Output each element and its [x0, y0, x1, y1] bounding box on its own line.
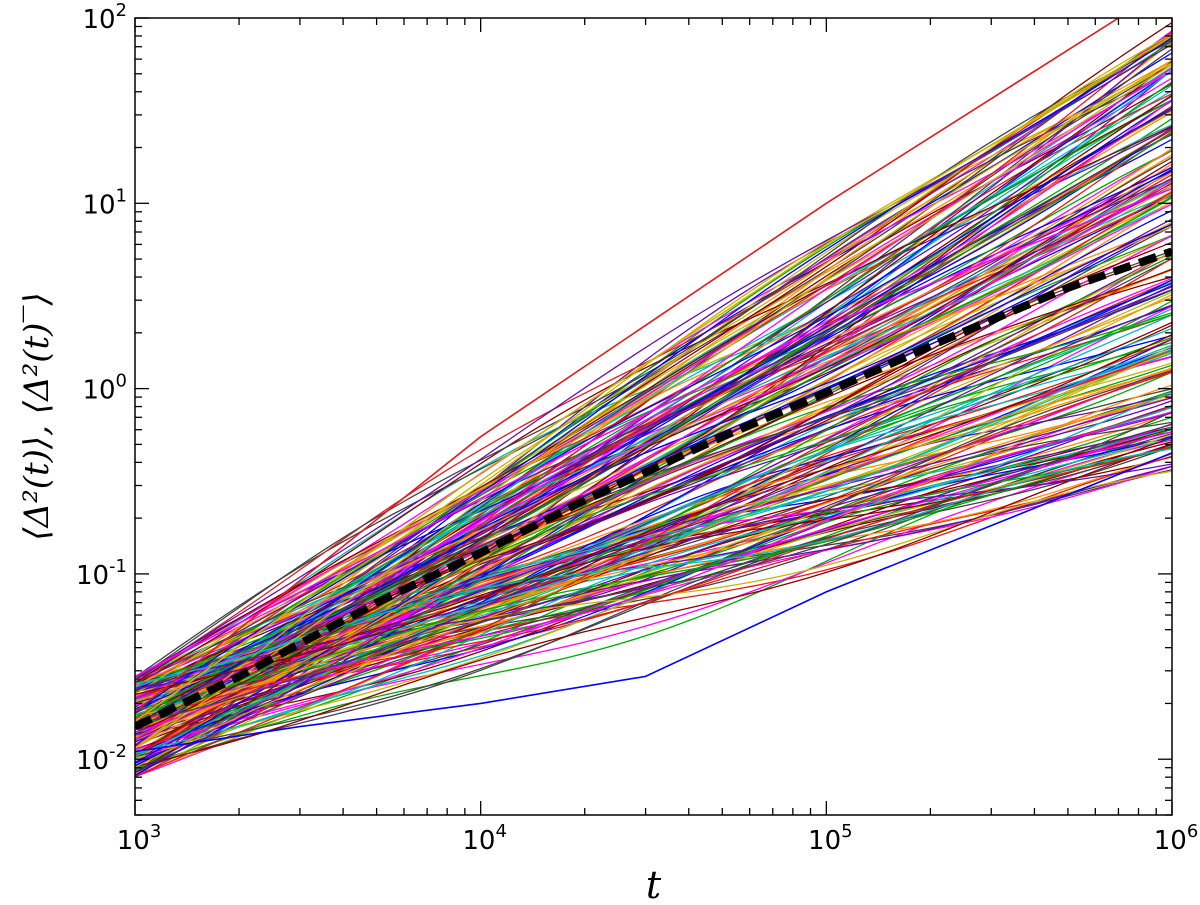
trajectory-line: [135, 445, 1172, 772]
trajectory-line: [135, 129, 1172, 727]
axis-ticks: 103 104 105 106 10-2 10-1 100 101 102: [76, 0, 1198, 856]
trajectory-line: [135, 391, 1172, 755]
trajectory-line: [135, 33, 1172, 749]
trajectory-line: [135, 36, 1172, 713]
trajectory-line: [135, 314, 1172, 730]
x-axis-title: t: [646, 863, 662, 905]
trajectory-line: [135, 412, 1172, 704]
x-tick-label: 105: [808, 821, 853, 856]
mean-series-group: [135, 247, 1172, 731]
trajectory-line: [135, 77, 1172, 681]
x-tick-label: 103: [117, 821, 162, 856]
trajectory-line: [135, 446, 1172, 711]
trajectory-line: [135, 43, 1172, 682]
trajectory-line: [135, 443, 1172, 767]
trajectory-line: [135, 107, 1172, 726]
y-tick-label: 100: [82, 371, 127, 406]
trajectory-line: [135, 93, 1172, 711]
trajectory-line: [135, 187, 1172, 678]
trajectory-line: [135, 35, 1172, 723]
trajectory-line: [135, 384, 1172, 729]
trajectory-line: [135, 62, 1172, 695]
y-tick-label: 10-2: [76, 741, 127, 776]
trajectory-line: [135, 434, 1172, 760]
trajectory-line: [135, 179, 1172, 699]
y-tick-label: 102: [82, 0, 127, 35]
trajectory-line: [135, 288, 1172, 692]
trajectory-line: [135, 179, 1172, 728]
trajectory-line: [135, 423, 1172, 725]
trajectory-line: [135, 39, 1172, 681]
trajectory-line: [135, 426, 1172, 751]
trajectory-line: [135, 368, 1172, 768]
trajectory-line: [135, 84, 1172, 702]
series-group: [135, 18, 1172, 778]
y-tick-label: 101: [82, 185, 127, 220]
x-tick-label: 104: [462, 821, 507, 856]
trajectory-line: [135, 257, 1172, 778]
trajectory-line: [135, 125, 1172, 684]
trajectory-line: [135, 127, 1172, 699]
trajectory-line: [135, 258, 1172, 725]
trajectory-line: [135, 18, 1119, 713]
trajectory-line: [135, 64, 1172, 749]
trajectory-line: [135, 203, 1172, 686]
mean-dashed-line: [135, 247, 1172, 731]
trajectory-line: [135, 334, 1172, 696]
trajectory-line: [135, 452, 1172, 753]
trajectory-line: [135, 443, 1172, 752]
trajectory-line: [135, 31, 1172, 757]
trajectory-line: [135, 470, 1172, 717]
x-tick-label: 106: [1154, 821, 1199, 856]
trajectory-line: [135, 314, 1172, 717]
trajectory-line: [135, 411, 1172, 758]
trajectory-line: [135, 148, 1172, 749]
plot-frame: [134, 17, 1173, 816]
y-axis-title: ⟨Δ²(t)⟩, ⟨Δ²(t)‾⟩: [17, 292, 57, 540]
y-tick-label: 10-1: [76, 556, 127, 591]
